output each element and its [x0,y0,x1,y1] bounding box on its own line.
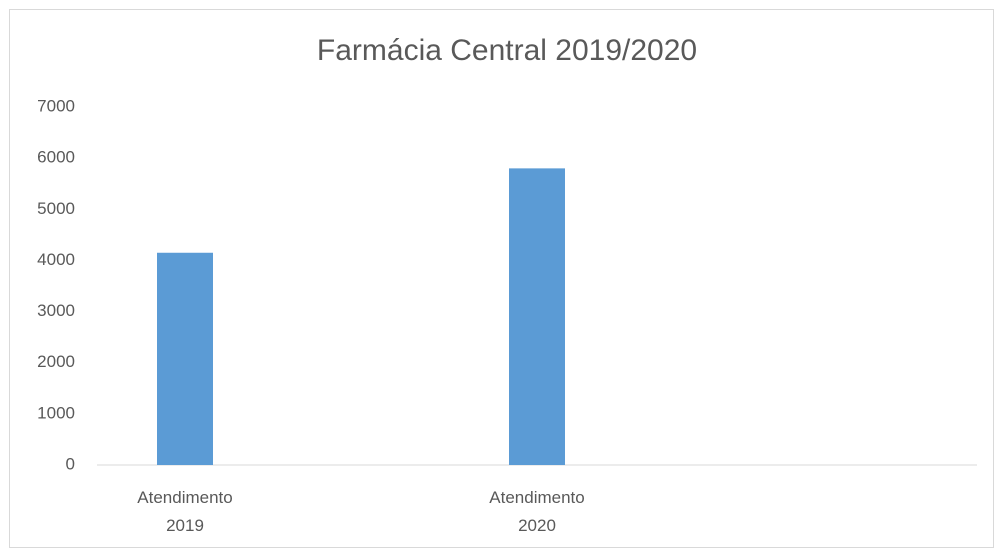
y-tick-label: 3000 [37,301,75,320]
y-tick-label: 2000 [37,352,75,371]
y-tick-label: 4000 [37,250,75,269]
x-tick-label: Atendimento 2019 [137,488,232,535]
y-tick-label: 6000 [37,148,75,167]
y-tick-label: 7000 [37,96,75,115]
bar [157,252,213,465]
y-tick-label: 0 [66,454,75,473]
y-tick-label: 5000 [37,199,75,218]
bar [509,168,565,465]
chart-title: Farmácia Central 2019/2020 [317,34,697,67]
y-tick-label: 1000 [37,403,75,422]
x-tick-label: Atendimento 2020 [489,488,584,535]
